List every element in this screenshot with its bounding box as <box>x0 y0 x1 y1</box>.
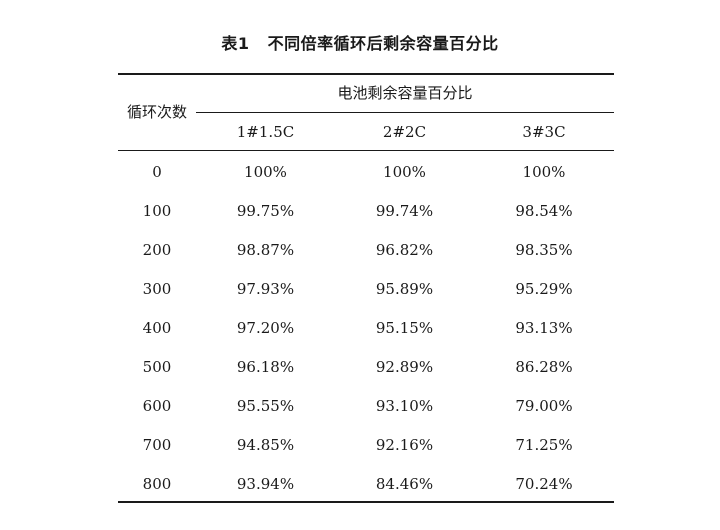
group-header-label: 电池剩余容量百分比 <box>337 84 473 102</box>
table-title: 不同倍率循环后剩余容量百分比 <box>267 34 499 53</box>
capacity-cell-1: 96.18% <box>236 358 295 376</box>
capacity-cell-1: 97.93% <box>236 280 295 298</box>
capacity-cell-2: 92.16% <box>375 436 434 454</box>
capacity-cell-1: 97.20% <box>236 319 295 337</box>
capacity-cell-2: 84.46% <box>375 475 434 493</box>
group-header-rule <box>196 112 614 113</box>
capacity-cell-3: 70.24% <box>515 475 573 493</box>
table-caption: 表1 不同倍率循环后剩余容量百分比 <box>0 30 720 54</box>
capacity-cell-1: 94.85% <box>236 436 295 454</box>
cycle-count-cell: 400 <box>142 319 172 337</box>
cycle-count-cell: 800 <box>142 475 172 493</box>
capacity-cell-2: 92.89% <box>375 358 434 376</box>
capacity-cell-3: 71.25% <box>515 436 573 454</box>
capacity-cell-2: 100% <box>383 163 426 181</box>
table-top-rule <box>118 73 614 75</box>
cycle-count-cell: 300 <box>142 280 172 298</box>
capacity-cell-1: 95.55% <box>236 397 295 415</box>
cycle-count-cell: 700 <box>142 436 172 454</box>
capacity-cell-3: 98.35% <box>515 241 573 259</box>
capacity-cell-3: 79.00% <box>515 397 573 415</box>
capacity-cell-3: 93.13% <box>515 319 573 337</box>
table-bottom-rule <box>118 501 614 503</box>
table-number: 表1 <box>221 34 250 53</box>
capacity-cell-3: 95.29% <box>515 280 573 298</box>
cycle-count-cell: 600 <box>142 397 172 415</box>
column-header-1: 1#1.5C <box>236 123 295 141</box>
cycle-count-cell: 500 <box>142 358 172 376</box>
column-header-3: 3#3C <box>522 123 566 141</box>
capacity-cell-1: 98.87% <box>236 241 295 259</box>
capacity-cell-3: 100% <box>522 163 566 181</box>
header-bottom-rule <box>118 150 614 151</box>
capacity-cell-1: 100% <box>244 163 287 181</box>
cycle-count-cell: 100 <box>142 202 172 220</box>
capacity-cell-3: 86.28% <box>515 358 573 376</box>
row-header-label: 循环次数 <box>126 103 187 121</box>
capacity-cell-3: 98.54% <box>515 202 573 220</box>
capacity-cell-2: 95.89% <box>375 280 434 298</box>
capacity-cell-1: 93.94% <box>236 475 295 493</box>
capacity-cell-2: 95.15% <box>375 319 434 337</box>
column-header-2: 2#2C <box>382 123 427 141</box>
capacity-cell-2: 99.74% <box>375 202 434 220</box>
cycle-count-cell: 0 <box>152 163 162 181</box>
capacity-cell-1: 99.75% <box>236 202 295 220</box>
capacity-cell-2: 96.82% <box>375 241 434 259</box>
capacity-cell-2: 93.10% <box>375 397 434 415</box>
cycle-count-cell: 200 <box>142 241 172 259</box>
